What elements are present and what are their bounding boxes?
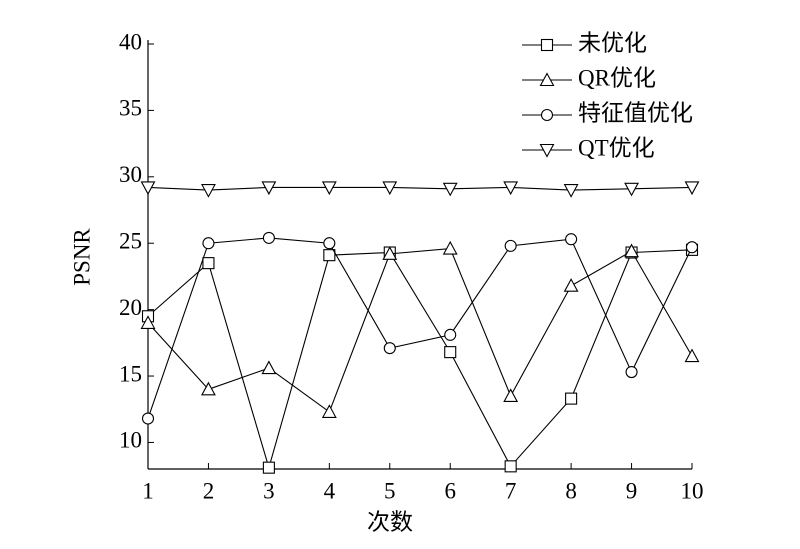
- marker: [685, 241, 699, 254]
- marker: [504, 239, 517, 252]
- series-line: [147, 247, 693, 413]
- x-tick-label: 2: [203, 478, 215, 503]
- marker: [201, 381, 216, 396]
- marker: [504, 460, 517, 473]
- legend-marker: [540, 108, 554, 122]
- marker: [503, 388, 519, 403]
- y-tick-label: 10: [119, 428, 142, 453]
- marker: [684, 181, 700, 196]
- marker: [261, 360, 277, 375]
- series-line: [147, 237, 693, 419]
- x-tick-label: 4: [324, 478, 336, 503]
- x-tick-label: 8: [565, 478, 577, 503]
- marker: [140, 181, 156, 196]
- marker: [625, 365, 638, 379]
- x-tick-label: 3: [263, 478, 275, 503]
- marker: [624, 182, 639, 197]
- marker: [565, 392, 578, 405]
- marker: [442, 182, 458, 197]
- marker: [444, 346, 457, 359]
- marker: [382, 246, 398, 260]
- marker: [202, 257, 215, 270]
- legend-marker: [539, 143, 555, 158]
- x-tick-label: 7: [505, 478, 517, 503]
- legend-marker: [539, 72, 555, 87]
- marker: [262, 231, 275, 244]
- marker: [323, 249, 336, 262]
- marker: [382, 181, 398, 196]
- x-axis-label: 次数: [367, 509, 413, 534]
- x-tick-label: 9: [626, 478, 638, 503]
- marker: [321, 181, 337, 196]
- x-tick-label: 5: [384, 478, 396, 503]
- marker: [262, 461, 275, 474]
- x-tick-label: 6: [444, 478, 456, 503]
- marker: [442, 240, 458, 255]
- y-axis-label: PSNR: [69, 228, 94, 286]
- marker: [444, 328, 457, 341]
- legend-label: QR优化: [578, 65, 656, 90]
- series-line: [147, 249, 693, 470]
- marker: [141, 412, 155, 425]
- y-tick-label: 25: [119, 229, 142, 254]
- marker: [321, 404, 337, 418]
- y-tick-label: 15: [119, 361, 142, 386]
- marker: [503, 181, 519, 196]
- marker: [624, 243, 639, 258]
- y-tick-label: 20: [119, 295, 142, 320]
- marker: [383, 342, 396, 355]
- marker: [684, 348, 700, 363]
- legend-label: 特征值优化: [578, 100, 693, 125]
- y-tick-label: 40: [119, 29, 142, 54]
- marker: [565, 233, 578, 246]
- marker: [140, 315, 156, 329]
- legend-marker: [540, 38, 554, 52]
- marker: [201, 184, 216, 198]
- marker: [563, 184, 579, 198]
- marker: [323, 237, 336, 250]
- marker: [202, 237, 215, 250]
- legend-label: QT优化: [578, 135, 655, 160]
- x-tick-label: 1: [142, 478, 154, 503]
- marker: [563, 278, 579, 292]
- legend-label: 未优化: [578, 30, 647, 55]
- y-tick-label: 35: [119, 96, 142, 121]
- marker: [261, 181, 277, 196]
- series-line: [147, 186, 693, 191]
- x-tick-label: 10: [681, 478, 704, 503]
- y-tick-label: 30: [119, 162, 142, 187]
